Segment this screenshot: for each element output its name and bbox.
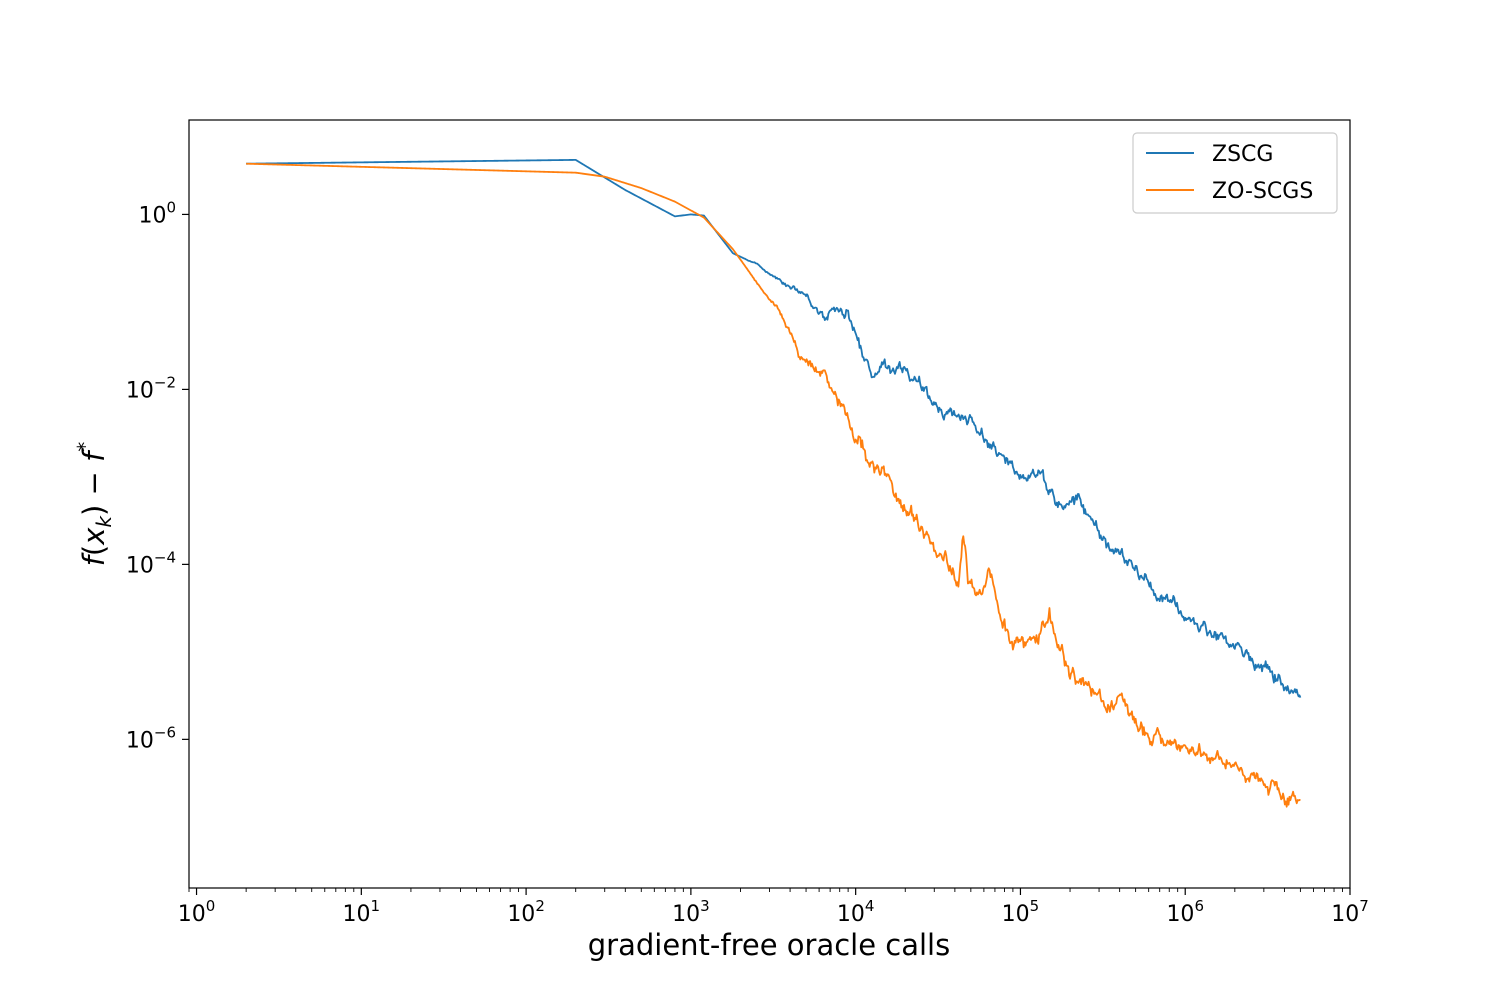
- x-tick-label: 104: [837, 897, 875, 927]
- y-axis: 100 10−2 10−4 10−6: [126, 198, 189, 753]
- y-tick-label: 100: [138, 198, 176, 228]
- y-axis-label: f(xk) − f*: [73, 442, 116, 567]
- legend: ZSCG ZO-SCGS: [1132, 132, 1338, 214]
- x-tick-label: 101: [343, 897, 381, 927]
- legend-label-zo-scgs: ZO-SCGS: [1212, 179, 1313, 204]
- y-tick-label: 10−4: [126, 548, 176, 578]
- series-line-zo-scgs: [246, 162, 1301, 808]
- plot-frame: [188, 119, 1351, 889]
- x-axis-label: gradient-free oracle calls: [588, 928, 950, 962]
- x-tick-label: 100: [178, 897, 216, 927]
- x-axis: 100 101 102 103 104 105 106 107: [178, 888, 1369, 927]
- x-tick-label: 107: [1331, 897, 1369, 927]
- y-tick-label: 10−2: [126, 373, 176, 403]
- x-tick-label: 105: [1002, 897, 1040, 927]
- series-layer: [246, 158, 1302, 808]
- x-tick-label: 102: [507, 897, 545, 927]
- legend-label-zscg: ZSCG: [1212, 142, 1273, 167]
- x-tick-label: 103: [672, 897, 710, 927]
- x-tick-label: 106: [1166, 897, 1204, 927]
- y-tick-label: 10−6: [126, 723, 176, 753]
- series-line-zscg: [246, 158, 1302, 698]
